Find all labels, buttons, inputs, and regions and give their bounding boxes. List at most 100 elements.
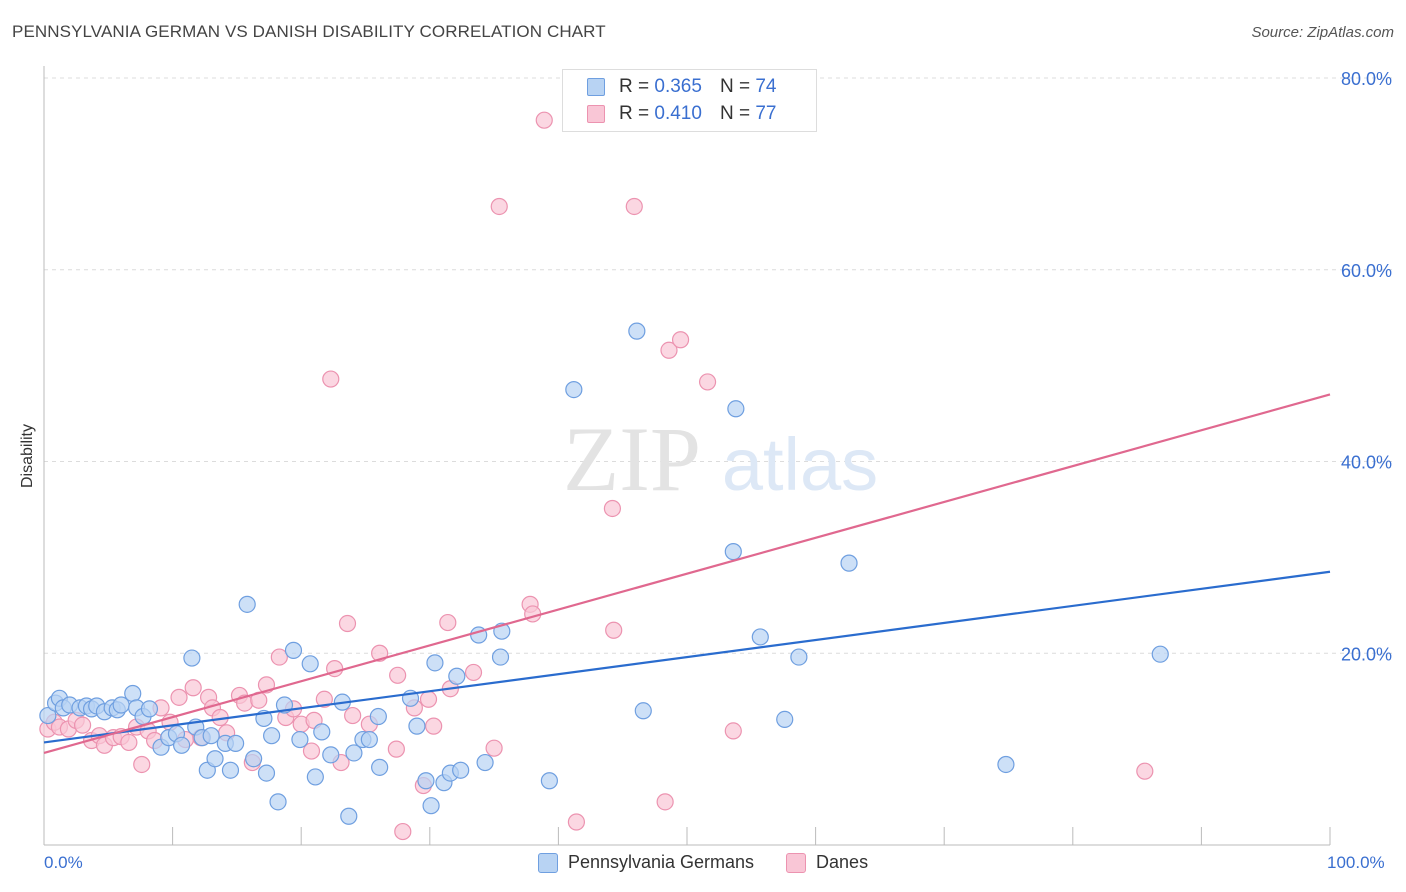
pennsylvania-german-point bbox=[422, 797, 440, 815]
grid-lines bbox=[44, 77, 1392, 654]
danes-point bbox=[671, 331, 690, 349]
pennsylvania-german-point bbox=[360, 730, 378, 749]
danes-point bbox=[184, 679, 202, 697]
danes-point bbox=[315, 690, 333, 708]
pennsylvania-german-point bbox=[238, 595, 256, 613]
danes-point bbox=[389, 666, 407, 684]
danes-point bbox=[535, 111, 553, 129]
stats-legend-row-blue: R = 0.365 N = 74 bbox=[587, 74, 776, 100]
pennsylvania-german-point bbox=[263, 727, 281, 745]
pennsylvania-german-point bbox=[345, 744, 363, 762]
n-value: 74 bbox=[755, 76, 777, 97]
danes-point bbox=[567, 813, 586, 831]
r-label: R = bbox=[619, 76, 650, 97]
pennsylvania-german-point bbox=[452, 761, 470, 779]
r-value: 0.410 bbox=[654, 103, 702, 124]
pennsylvania-german-point bbox=[997, 755, 1015, 774]
danes-point bbox=[524, 605, 542, 623]
pennsylvania-german-point bbox=[291, 730, 309, 749]
danes-point bbox=[605, 621, 623, 639]
trend-line-pennsylvania-germans bbox=[43, 570, 1331, 744]
pennsylvania-german-point bbox=[790, 648, 808, 666]
pennsylvania-german-point bbox=[634, 702, 652, 720]
pink-swatch bbox=[587, 105, 605, 123]
danes-point bbox=[387, 740, 405, 758]
danes-point bbox=[302, 742, 321, 760]
pink-swatch bbox=[786, 852, 807, 873]
trend-lines bbox=[43, 393, 1331, 755]
y-tick-label: 40.0% bbox=[1341, 453, 1392, 473]
legend-item-danes[interactable]: Danes bbox=[786, 852, 868, 873]
r-value: 0.365 bbox=[654, 76, 702, 97]
pennsylvania-german-point bbox=[417, 772, 435, 790]
pennsylvania-german-point bbox=[227, 734, 245, 752]
danes-point bbox=[490, 197, 508, 216]
watermark-zip: ZIP bbox=[563, 408, 701, 510]
pennsylvania-german-point bbox=[173, 736, 191, 754]
pennsylvania-german-point bbox=[124, 684, 142, 703]
stats-legend: R = 0.365 N = 74 R = 0.410 N = 77 bbox=[562, 69, 817, 132]
series-legend: Pennsylvania Germans Danes bbox=[0, 852, 1406, 873]
blue-swatch bbox=[587, 78, 605, 96]
pennsylvania-german-point bbox=[565, 380, 583, 399]
danes-point bbox=[419, 690, 438, 708]
pennsylvania-german-point bbox=[371, 758, 389, 776]
y-tick-label: 60.0% bbox=[1341, 261, 1392, 281]
danes-point bbox=[394, 822, 412, 841]
danes-point bbox=[464, 663, 483, 682]
danes-point bbox=[698, 373, 717, 391]
pennsylvania-german-point bbox=[369, 707, 387, 726]
danes-point bbox=[485, 739, 503, 757]
pennsylvania-german-point bbox=[202, 727, 220, 745]
pennsylvania-german-point bbox=[408, 717, 426, 735]
danes-point bbox=[603, 499, 622, 518]
pennsylvania-german-point bbox=[724, 543, 742, 561]
danes-point bbox=[133, 755, 151, 774]
legend-label: Danes bbox=[816, 852, 869, 872]
pennsylvania-german-point bbox=[476, 753, 494, 772]
n-label: N = bbox=[719, 76, 751, 97]
legend-item-pennsylvania-germans[interactable]: Pennsylvania Germans bbox=[537, 852, 755, 873]
stats-legend-row-pink: R = 0.410 N = 77 bbox=[587, 101, 776, 127]
danes-point bbox=[73, 716, 92, 734]
legend-label: Pennsylvania Germans bbox=[567, 852, 755, 872]
blue-swatch bbox=[537, 852, 558, 873]
pennsylvania-german-point bbox=[322, 746, 340, 764]
pennsylvania-german-point bbox=[257, 764, 276, 782]
y-tick-labels: 20.0% 40.0% 60.0% 80.0% bbox=[1341, 69, 1392, 664]
pennsylvania-german-point bbox=[301, 655, 319, 673]
pennsylvania-german-point bbox=[206, 750, 224, 768]
y-axis-label: Disability bbox=[19, 423, 36, 489]
r-label: R = bbox=[619, 103, 650, 124]
danes-point bbox=[439, 613, 457, 632]
pennsylvania-german-point bbox=[39, 706, 57, 725]
trend-line-danes bbox=[43, 393, 1331, 755]
y-tick-label: 80.0% bbox=[1341, 69, 1392, 89]
pennsylvania-german-point bbox=[426, 654, 444, 672]
data-points bbox=[39, 111, 1169, 841]
x-tick-label-max: 100.0% bbox=[1327, 853, 1385, 872]
pennsylvania-german-point bbox=[491, 648, 510, 666]
pennsylvania-german-point bbox=[313, 723, 331, 741]
pennsylvania-german-point bbox=[306, 768, 324, 786]
n-value: 77 bbox=[755, 103, 777, 124]
pennsylvania-german-point bbox=[340, 807, 358, 825]
pennsylvania-german-point bbox=[245, 750, 263, 768]
pennsylvania-german-point bbox=[751, 628, 769, 646]
x-tick-label-min: 0.0% bbox=[44, 853, 83, 872]
danes-point bbox=[1136, 762, 1154, 780]
pennsylvania-german-point bbox=[140, 700, 159, 718]
danes-point bbox=[660, 341, 678, 359]
pennsylvania-german-point bbox=[776, 710, 794, 729]
pennsylvania-german-point bbox=[448, 667, 466, 685]
pennsylvania-german-point bbox=[183, 649, 201, 667]
danes-point bbox=[625, 197, 643, 216]
danes-point bbox=[338, 614, 357, 633]
n-label: N = bbox=[719, 103, 751, 124]
y-tick-label: 20.0% bbox=[1341, 644, 1392, 664]
watermark: ZIP atlas bbox=[563, 408, 878, 510]
danes-point bbox=[656, 793, 674, 811]
pennsylvania-german-point bbox=[840, 554, 858, 572]
danes-point bbox=[170, 688, 188, 706]
